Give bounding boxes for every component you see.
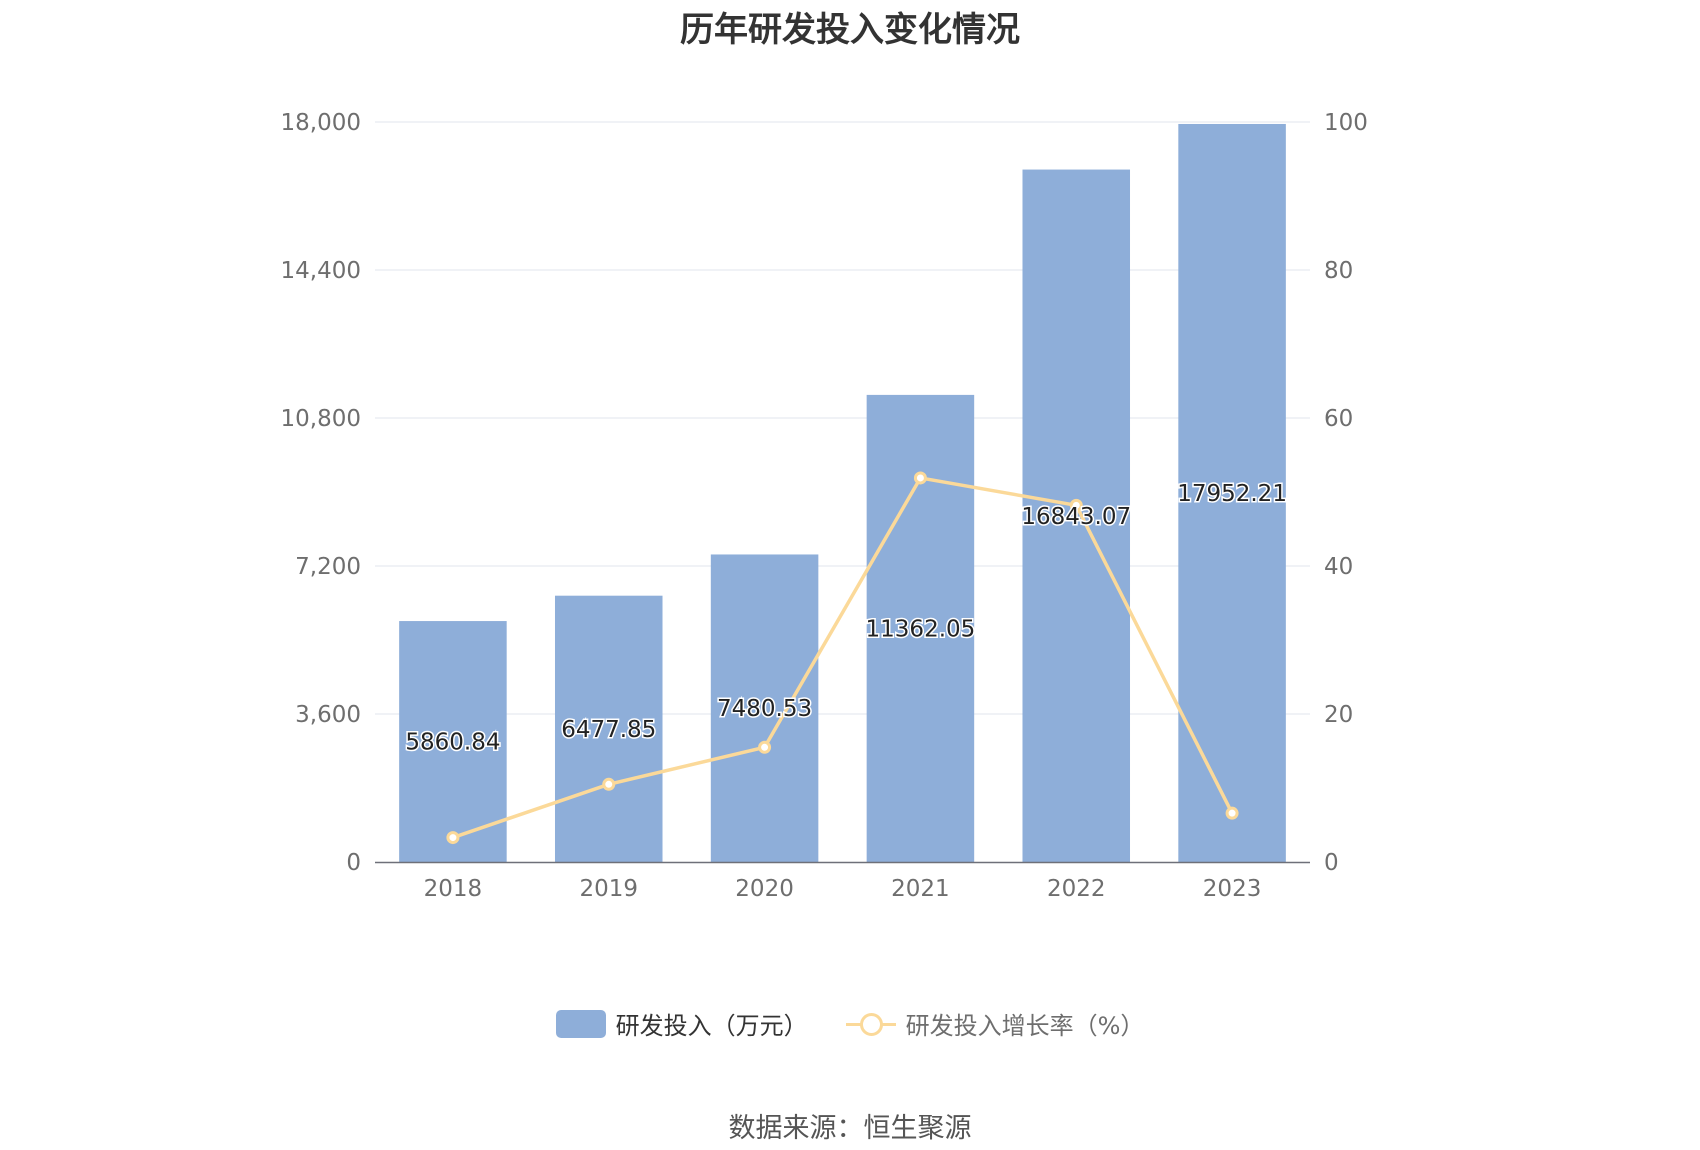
growth-rate-point	[1069, 498, 1083, 512]
legend-label-rd-investment: 研发投入（万元）	[615, 1012, 808, 1040]
bar	[399, 621, 507, 862]
x-tick-label: 2020	[735, 876, 794, 902]
legend: 研发投入（万元） 研发投入增长率（%）	[0, 1006, 1700, 1041]
y-left-tick-label: 7,200	[295, 554, 361, 580]
y-right-tick-label: 0	[1324, 850, 1339, 876]
x-tick-label: 2021	[891, 876, 950, 902]
growth-rate-point	[446, 831, 460, 845]
bar-value-label: 6477.85	[561, 717, 656, 743]
legend-item-rd-investment[interactable]: 研发投入（万元）	[555, 1006, 808, 1041]
y-left-tick-label: 18,000	[281, 110, 361, 136]
y-right-tick-label: 20	[1324, 702, 1353, 728]
y-right-tick-label: 40	[1324, 554, 1353, 580]
x-tick-label: 2019	[579, 876, 638, 902]
bar	[1022, 169, 1131, 862]
y-right-tick-label: 100	[1324, 110, 1368, 136]
legend-line-marker	[845, 1010, 896, 1038]
x-tick-label: 2018	[424, 876, 483, 902]
legend-bar-swatch	[555, 1009, 606, 1038]
legend-label-growth-rate: 研发投入增长率（%）	[905, 1012, 1145, 1040]
growth-rate-point	[602, 777, 616, 791]
bar-value-label: 16843.07	[1021, 504, 1131, 530]
growth-rate-point	[758, 740, 772, 754]
y-left-tick-label: 14,400	[281, 258, 361, 284]
y-left-tick-label: 10,800	[281, 406, 361, 432]
bar-value-label: 5860.84	[405, 730, 500, 756]
y-right-tick-label: 80	[1324, 258, 1353, 284]
bar	[710, 554, 819, 862]
chart-title: 历年研发投入变化情况	[680, 10, 1020, 50]
y-right-tick-label: 60	[1324, 406, 1353, 432]
bar-value-label: 7480.53	[717, 696, 812, 722]
growth-rate-point	[913, 471, 927, 485]
bar-value-label: 17952.21	[1177, 481, 1287, 507]
x-tick-label: 2023	[1203, 876, 1262, 902]
data-source: 数据来源：恒生聚源	[728, 1113, 972, 1144]
bar	[554, 595, 663, 862]
legend-item-growth-rate[interactable]: 研发投入增长率（%）	[845, 1006, 1145, 1041]
bar-value-label: 11362.05	[866, 616, 976, 642]
growth-rate-line	[452, 476, 1234, 840]
y-left-tick-label: 0	[346, 850, 361, 876]
growth-rate-point	[1225, 806, 1239, 820]
y-left-tick-label: 3,600	[295, 702, 361, 728]
x-tick-label: 2022	[1047, 876, 1106, 902]
